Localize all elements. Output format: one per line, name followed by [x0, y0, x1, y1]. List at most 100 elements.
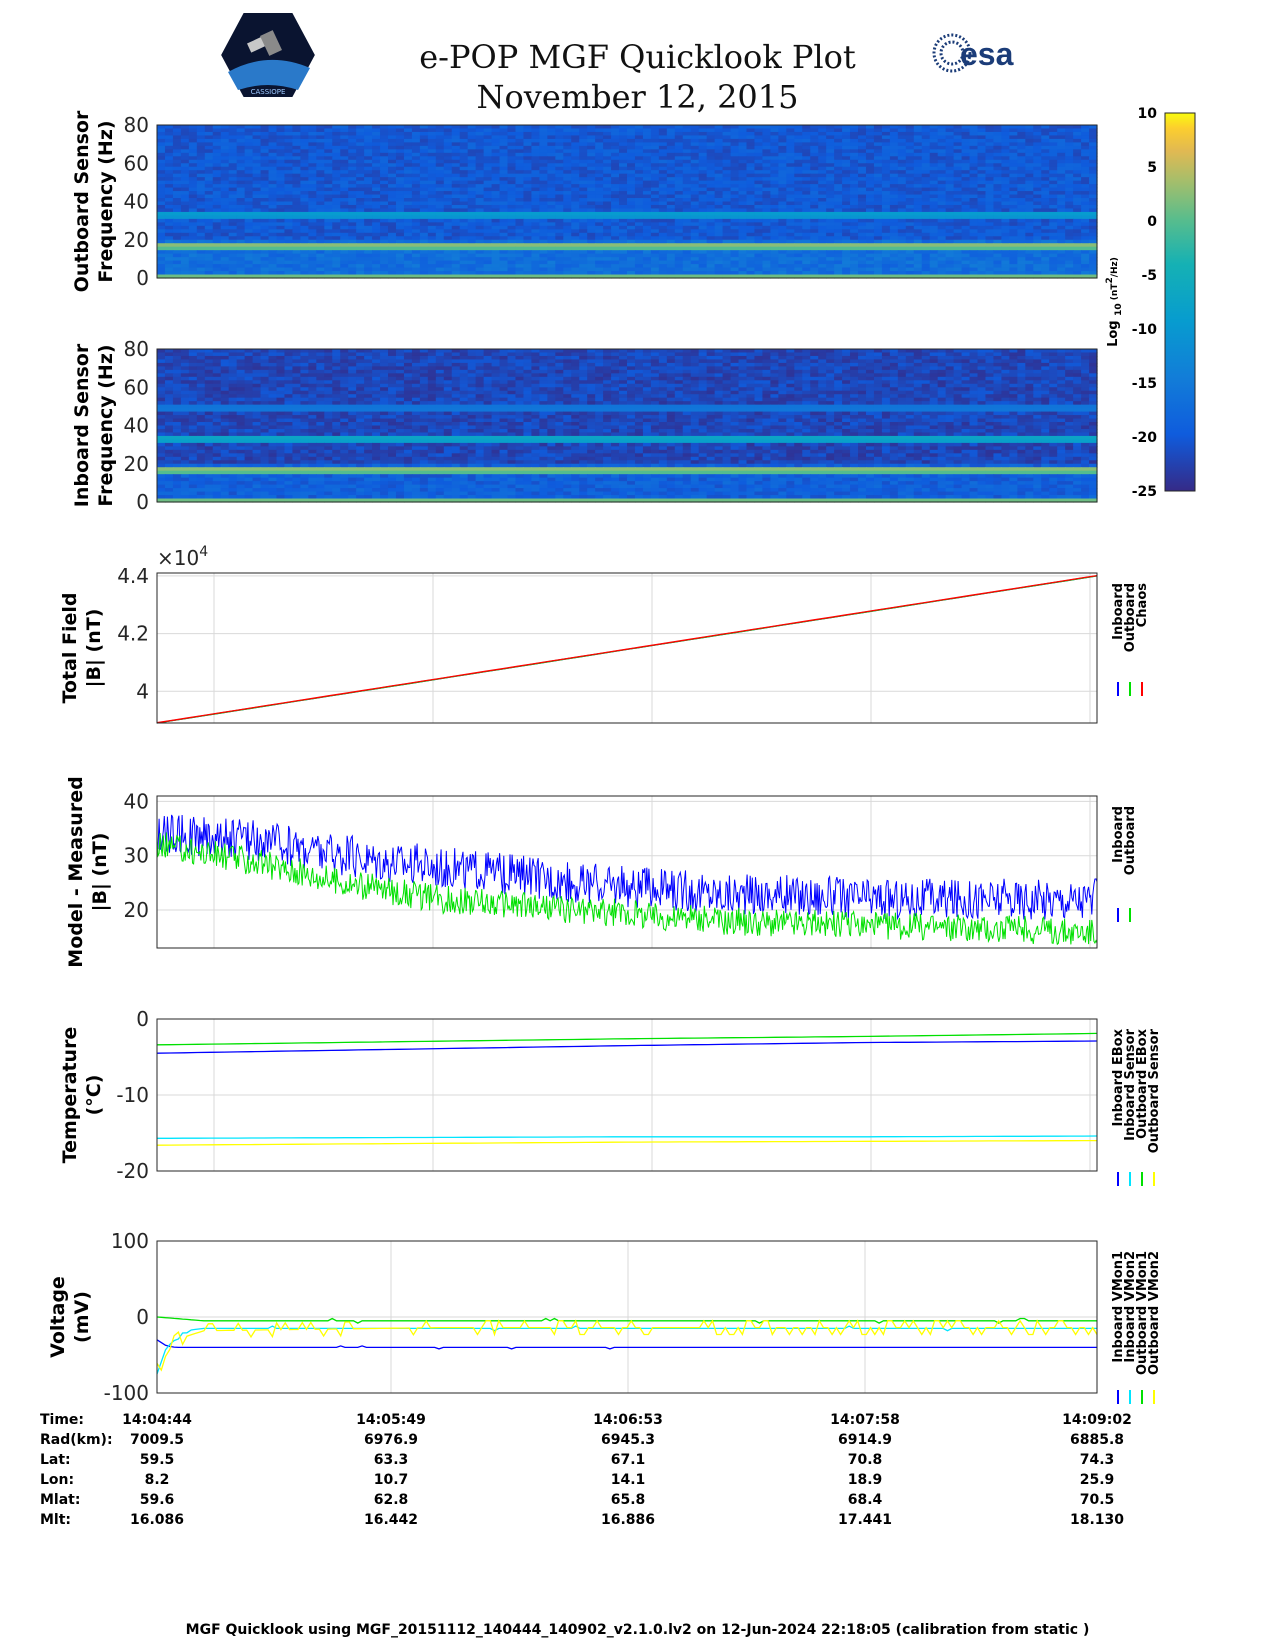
spectrogram-cell — [260, 215, 270, 220]
spectrogram-cell — [372, 267, 381, 272]
spectrogram-cell — [953, 246, 963, 251]
spectrogram-cell — [268, 184, 278, 189]
spectrogram-cell — [467, 138, 477, 143]
spectrogram-cell — [993, 264, 1003, 269]
spectrogram-cell — [587, 173, 596, 178]
spectrogram-cell — [276, 260, 286, 265]
spectrogram-cell — [491, 218, 501, 223]
spectrogram-cell — [252, 170, 262, 175]
spectrogram-cell — [555, 180, 564, 185]
spectrogram-cell — [690, 125, 700, 130]
spectrogram-cell — [364, 159, 373, 164]
spectrogram-cell — [730, 184, 740, 189]
spectrogram-cell — [754, 236, 764, 241]
spectrogram-cell — [619, 201, 628, 206]
spectrogram-cell — [746, 145, 756, 150]
spectrogram-cell — [212, 159, 222, 164]
spectrogram-cell — [977, 222, 987, 227]
spectrogram-cell — [778, 159, 787, 164]
spectrogram-cell — [157, 250, 166, 255]
spectrogram-cell — [682, 260, 692, 265]
spectrogram-cell — [188, 166, 198, 171]
spectrogram-cell — [897, 257, 907, 262]
spectrogram-cell — [993, 211, 1003, 217]
spectrogram-cell — [953, 204, 963, 210]
spectrogram-cell — [746, 128, 756, 133]
spectrogram-cell — [364, 191, 373, 196]
spectrogram-cell — [730, 166, 740, 171]
spectrogram-cell — [858, 198, 867, 203]
spectrogram-cell — [451, 152, 461, 157]
spectrogram-cell — [523, 163, 533, 168]
spectrogram-cell — [778, 191, 787, 196]
spectrogram-cell — [491, 246, 501, 251]
spectrogram-cell — [746, 125, 756, 130]
spectrogram-cell — [730, 194, 740, 199]
spectrogram-cell — [595, 159, 604, 164]
spectrogram-cell — [587, 257, 596, 262]
spectrogram-cell — [730, 264, 740, 269]
spectrogram-cell — [1089, 173, 1098, 178]
spectrogram-cell — [579, 191, 588, 196]
spectrogram-cell — [459, 152, 469, 157]
spectrogram-cell — [682, 267, 692, 272]
spectrogram-cell — [571, 177, 580, 182]
spectrogram-cell — [268, 191, 278, 196]
spectrogram-cell — [706, 152, 716, 157]
spectrogram-cell — [897, 152, 907, 157]
spectrogram-cell — [921, 198, 931, 203]
spectrogram-cell — [778, 145, 787, 150]
spectrogram-cell — [985, 170, 995, 175]
spectrogram-cell — [945, 152, 955, 157]
spectrogram-cell — [499, 180, 509, 185]
spectrogram-cell — [172, 215, 182, 220]
spectrogram-cell — [1025, 180, 1034, 185]
spectrogram-cell — [945, 177, 955, 182]
spectrogram-cell — [483, 145, 493, 150]
spectrogram-cell — [722, 135, 732, 140]
spectrogram-cell — [858, 131, 867, 137]
spectrogram-cell — [977, 184, 987, 189]
spectrogram-cell — [762, 125, 771, 130]
spectrogram-cell — [403, 145, 413, 150]
spectrogram-cell — [595, 232, 604, 237]
spectrogram-cell — [180, 163, 190, 168]
spectrogram-cell — [411, 232, 421, 237]
spectrogram-cell — [300, 180, 309, 185]
spectrogram-cell — [427, 253, 437, 258]
spectrogram-cell — [356, 194, 365, 199]
spectrogram-cell — [403, 253, 413, 258]
spectrogram-cell — [276, 184, 286, 189]
spectrogram-cell — [427, 239, 437, 244]
spectrogram-cell — [706, 264, 716, 269]
spectrogram-cell — [977, 218, 987, 223]
spectrogram-cell — [157, 232, 166, 237]
spectrogram-cell — [682, 173, 692, 178]
spectrogram-cell — [937, 264, 947, 269]
spectrogram-cell — [929, 170, 939, 175]
spectrogram-cell — [658, 225, 668, 230]
spectrogram-cell — [969, 138, 979, 143]
spectrogram-cell — [762, 208, 771, 213]
spectrogram-cell — [157, 222, 166, 227]
spectrogram-cell — [738, 166, 748, 171]
spectrogram-cell — [1009, 163, 1018, 168]
spectrogram-cell — [435, 198, 445, 203]
spectrogram-cell — [842, 156, 851, 161]
spectrogram-cell — [818, 131, 827, 137]
spectrogram-cell — [244, 271, 254, 276]
spectrogram-cell — [881, 177, 891, 182]
spectrogram-cell — [579, 243, 588, 248]
spectrogram-cell — [204, 253, 214, 258]
spectrogram-cell — [1049, 149, 1058, 154]
spectrogram-cell — [555, 239, 564, 244]
spectrogram-cell — [1089, 243, 1098, 248]
spectrogram-cell — [786, 152, 795, 157]
spectrogram-cell — [571, 201, 580, 206]
spectrogram-cell — [260, 194, 270, 199]
spectrogram-cell — [364, 215, 373, 220]
spectrogram-cell — [1057, 156, 1066, 161]
spectrogram-cell — [531, 125, 540, 130]
spectrogram-cell — [666, 163, 676, 168]
spectrogram-cell — [380, 271, 389, 276]
